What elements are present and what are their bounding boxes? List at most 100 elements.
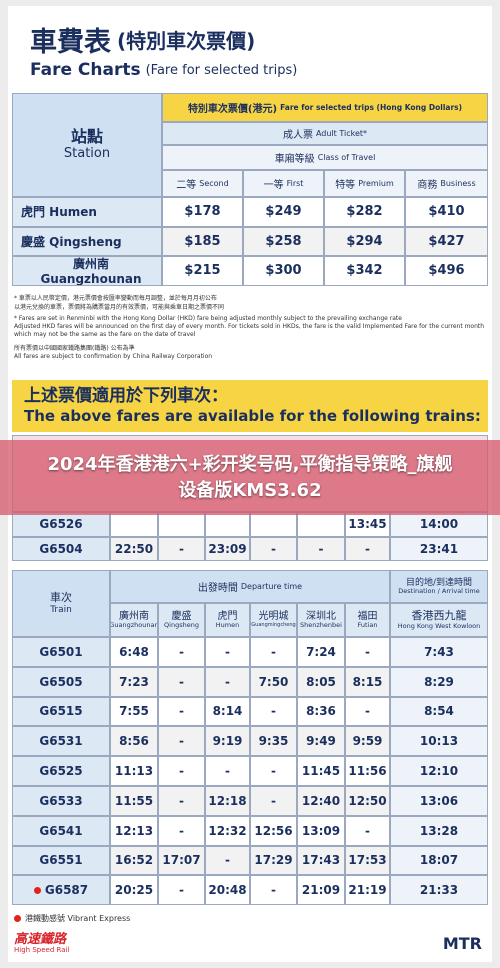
time: 7:24 <box>306 644 336 659</box>
time: 12:56 <box>254 823 293 838</box>
fare: $282 <box>324 197 405 227</box>
note: Adjusted HKD fares will be announced on … <box>14 323 484 330</box>
time: 7:55 <box>119 704 149 719</box>
station-column: 香港西九龍 Hong Kong West Kowloon <box>390 603 488 637</box>
train-number: G6587 <box>12 875 110 906</box>
station-zh: 光明城 <box>258 611 289 623</box>
trains-heading-en: The above fares are available for the fo… <box>24 407 481 426</box>
time-cell: - <box>205 637 250 667</box>
time-cell: 16:52 <box>110 845 158 876</box>
time-cell <box>297 512 345 537</box>
fare: $496 <box>405 256 488 286</box>
vibrant-dot <box>33 886 41 894</box>
time-cell: 21:09 <box>297 875 345 906</box>
legend: 港鐵動感號 Vibrant Express <box>14 911 314 925</box>
train-number-text: G6587 <box>44 883 89 898</box>
station-header: 站點 Station <box>12 93 162 197</box>
time-cell: 8:54 <box>390 696 488 727</box>
title-en: Fare Charts (Fare for selected trips) <box>30 58 470 82</box>
time-cell: 7:23 <box>110 666 158 697</box>
time: 7:43 <box>424 644 454 659</box>
train-number: G6505 <box>12 666 110 697</box>
time-cell: 12:10 <box>390 756 488 786</box>
station-zh: 深圳北 <box>306 610 336 622</box>
time: 8:29 <box>424 674 454 689</box>
time-cell: 14:00 <box>390 512 488 537</box>
class-label: 車廂等級 Class of Travel <box>162 145 488 170</box>
station-column: 深圳北 Shenzhenbei <box>297 603 345 637</box>
time: - <box>365 704 370 719</box>
station-column: 光明城 Guangmingcheng <box>250 603 297 637</box>
time: - <box>225 674 230 689</box>
time: - <box>318 541 324 556</box>
time-cell: 17:07 <box>158 845 205 876</box>
time-cell: 11:13 <box>110 756 158 786</box>
departure-header-en: Departure time <box>240 582 303 591</box>
train-number: G6515 <box>12 696 110 727</box>
time-cell: - <box>345 536 390 561</box>
time: - <box>179 644 184 659</box>
footer-right: MTR <box>442 933 482 953</box>
station-en: Qingsheng <box>164 621 199 630</box>
station-header-en: Station <box>63 145 111 161</box>
train-number-text: G6533 <box>39 793 83 808</box>
station-name: 虎門 Humen <box>12 197 162 227</box>
class-zh: 二等 <box>176 180 197 191</box>
train-number-text: G6526 <box>39 517 83 532</box>
time: 11:13 <box>114 764 154 779</box>
title-zh-sub: (特別車次票價) <box>117 28 256 53</box>
time-cell: 23:41 <box>390 536 488 561</box>
time-cell: - <box>345 696 390 727</box>
time: - <box>271 541 276 556</box>
time-cell: 6:48 <box>110 637 158 667</box>
time: - <box>225 764 230 779</box>
time-cell: 9:59 <box>345 726 390 757</box>
train-number: G6525 <box>12 756 110 786</box>
time-cell: 7:55 <box>110 696 158 727</box>
class-zh: 一等 <box>263 180 284 191</box>
note: 所有票價以中國國家鐵路集團(鐵路) 公布為準 <box>14 345 135 352</box>
time: 18:07 <box>419 853 459 868</box>
station-zh: 福田 <box>357 610 378 622</box>
time-cell: - <box>158 786 205 816</box>
time: - <box>271 764 276 779</box>
time: - <box>271 644 276 659</box>
footer-left-zh: 高速鐵路 <box>14 932 67 947</box>
time: - <box>271 793 276 808</box>
time: 9:19 <box>212 734 243 749</box>
station-en: Guangmingcheng <box>251 621 296 628</box>
time-cell: 22:50 <box>110 536 158 561</box>
time: 9:59 <box>352 734 383 749</box>
time-cell: - <box>345 815 390 846</box>
class-en: Premium <box>358 179 394 188</box>
time-cell: 7:24 <box>297 637 345 667</box>
title-en-main: Fare Charts <box>30 60 141 80</box>
time: - <box>179 734 184 749</box>
time-cell: 23:09 <box>205 536 250 561</box>
time-cell: 17:53 <box>345 845 390 876</box>
time: - <box>179 823 184 838</box>
time-cell: 8:05 <box>297 666 345 697</box>
time: - <box>179 674 184 689</box>
time-cell: - <box>158 875 205 906</box>
train-number: G6551 <box>12 845 110 876</box>
time: 8:54 <box>424 704 454 719</box>
station-name: 慶盛 Qingsheng <box>12 226 162 256</box>
time-cell: 12:13 <box>110 815 158 846</box>
time-cell: 10:13 <box>390 726 488 757</box>
time: 12:50 <box>348 793 387 808</box>
time-cell: - <box>297 536 345 561</box>
class-name: 特等 Premium <box>324 170 405 197</box>
train-number-text: G6504 <box>39 541 83 556</box>
station-en: Humen <box>215 621 240 630</box>
time-cell: - <box>250 696 297 727</box>
fare: $249 <box>243 197 324 227</box>
time: - <box>179 793 184 808</box>
station-en: Hong Kong West Kowloon <box>397 621 481 630</box>
time: 12:18 <box>208 793 247 808</box>
class-en: First <box>286 179 304 188</box>
time: 13:28 <box>419 823 459 838</box>
train-number: G6533 <box>12 786 110 816</box>
time: 16:52 <box>114 853 154 868</box>
time: 20:48 <box>208 883 247 898</box>
